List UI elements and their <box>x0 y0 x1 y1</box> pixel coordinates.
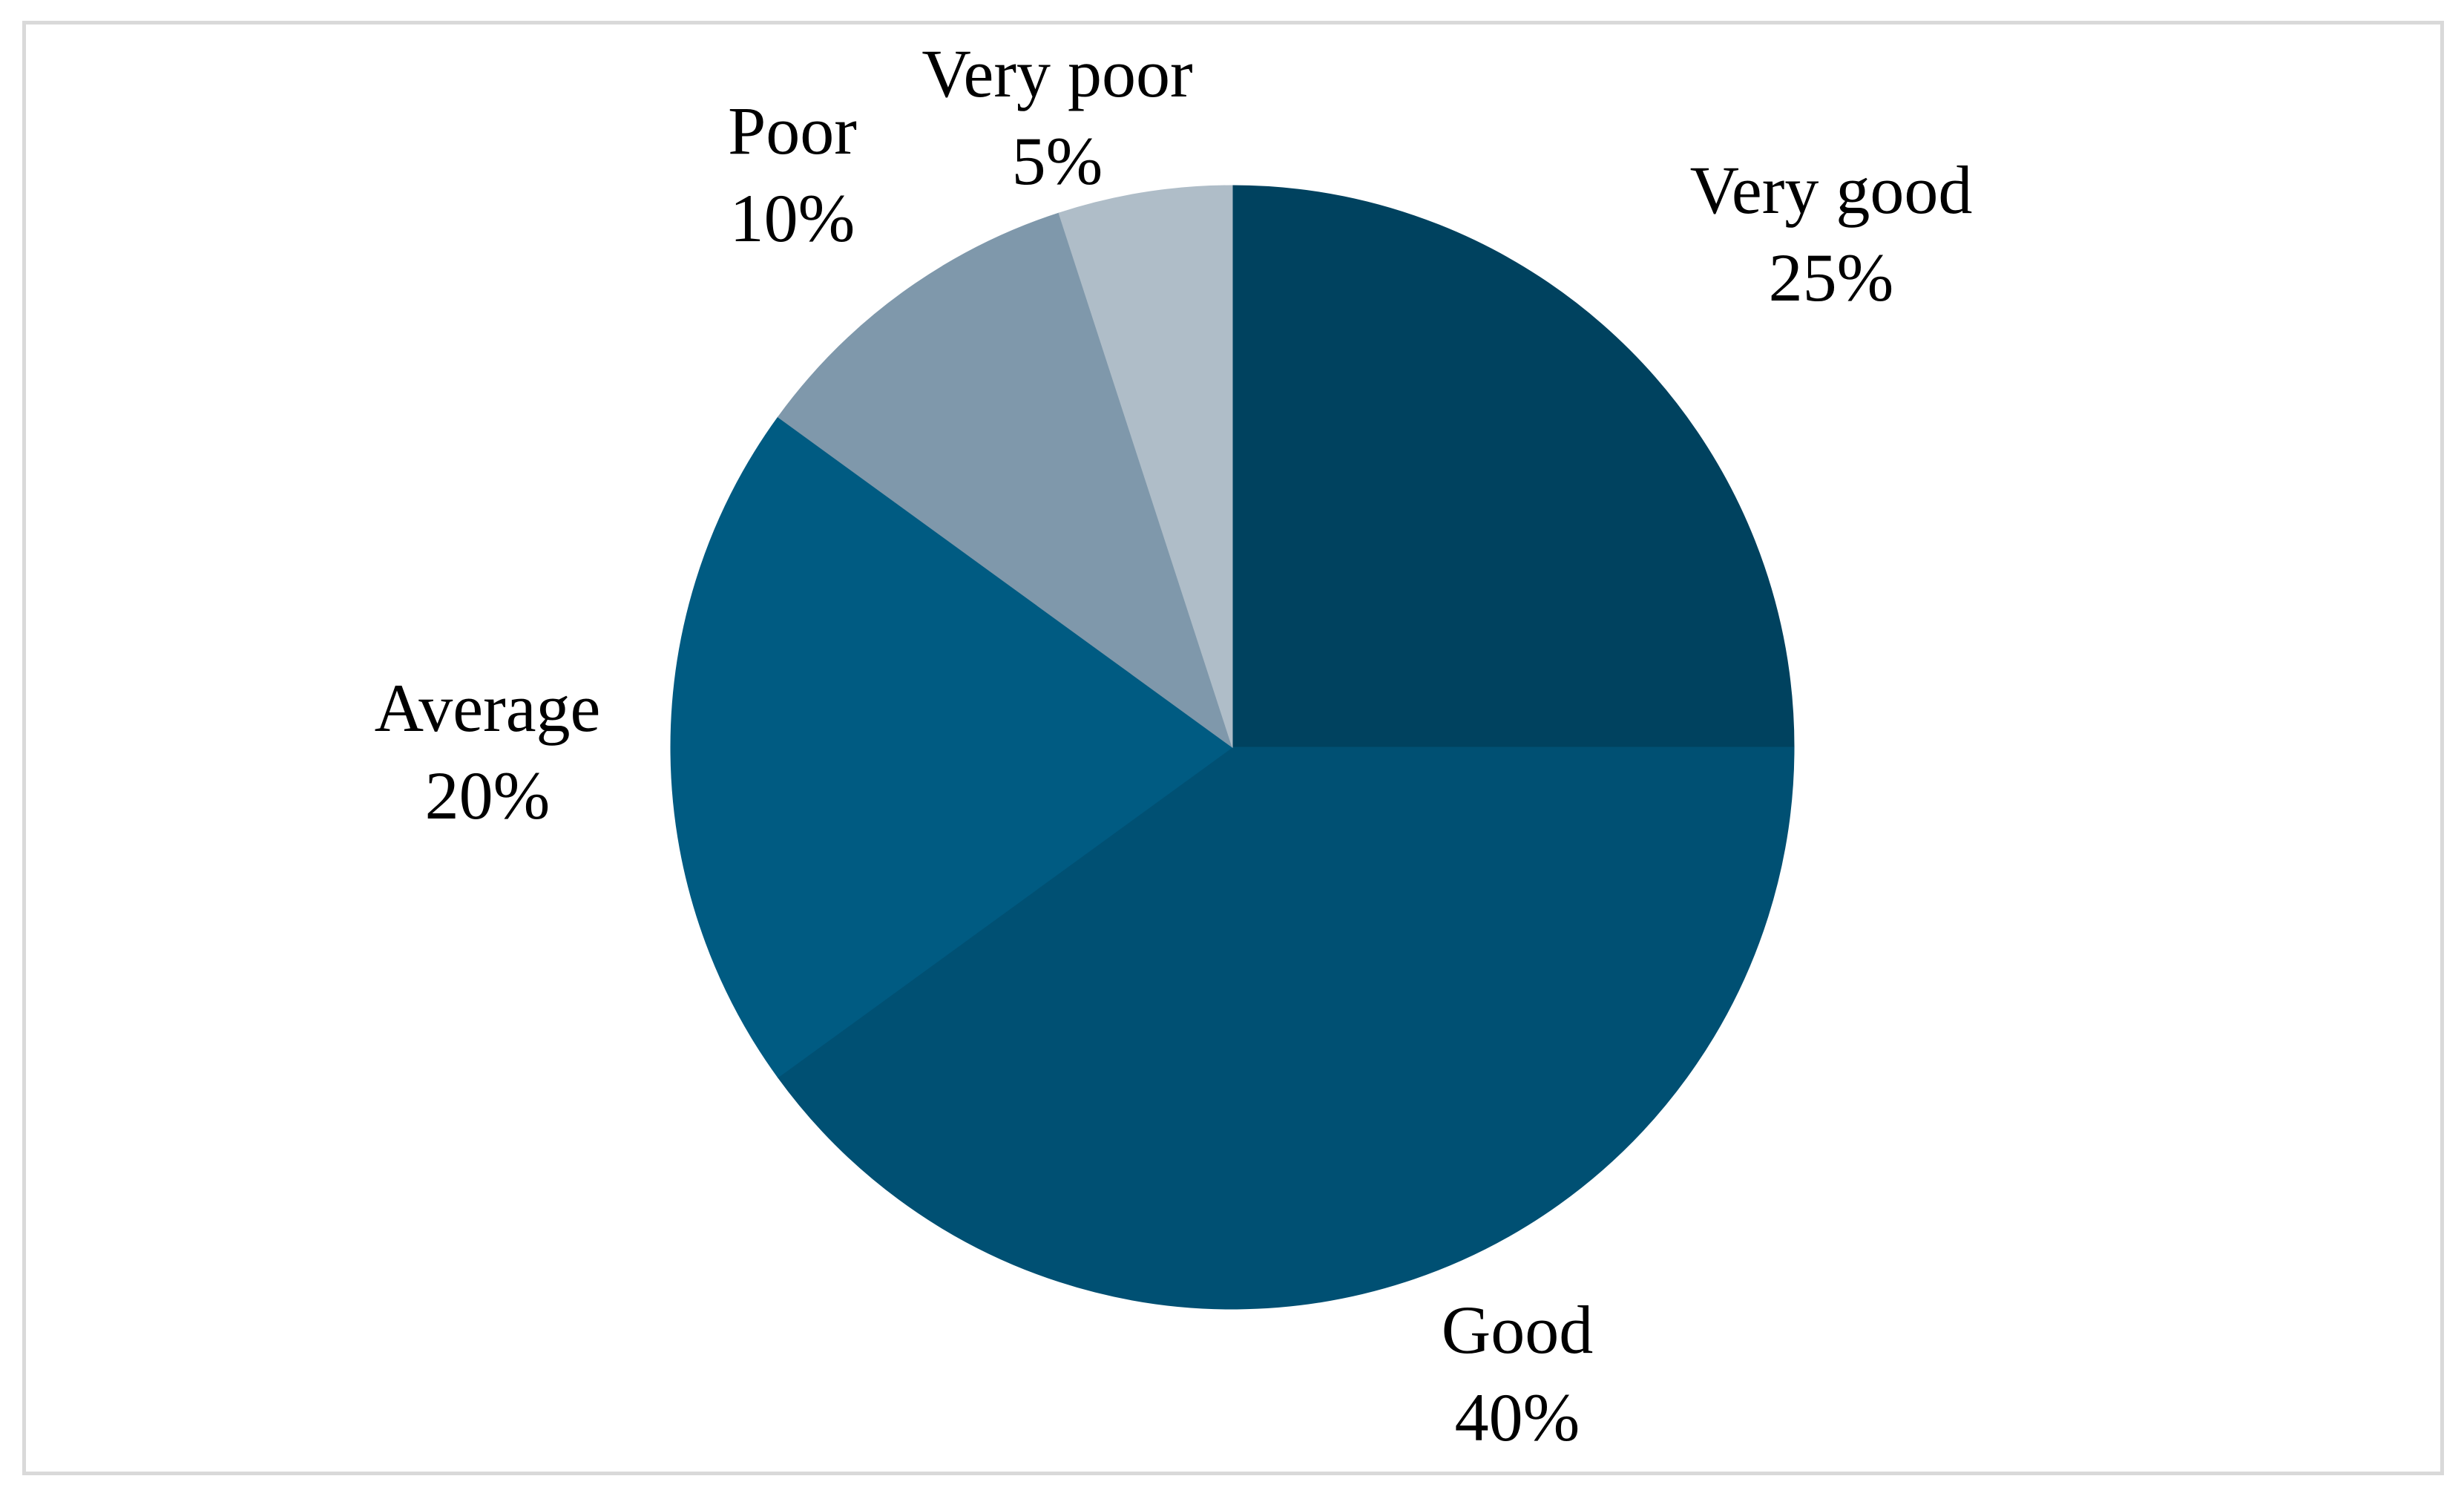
pie-slices <box>670 185 1795 1310</box>
pie-slice-poor <box>777 212 1233 749</box>
pie-slice-very-good <box>1232 185 1795 748</box>
slice-label-very-good: Very good <box>1690 152 1973 228</box>
slice-label-average: Average <box>375 670 601 746</box>
slice-value-average: 20% <box>425 758 551 833</box>
pie-slice-very-poor <box>1058 185 1233 748</box>
slice-value-very-poor: 5% <box>1012 123 1103 199</box>
slice-label-poor: Poor <box>728 93 857 168</box>
pie-slice-average <box>670 416 1233 1078</box>
slice-label-very-poor: Very poor <box>921 36 1192 111</box>
slice-value-good: 40% <box>1455 1380 1580 1455</box>
pie-slice-good <box>777 747 1795 1310</box>
slice-value-very-good: 25% <box>1769 240 1894 315</box>
pie-labels: Very good 25% Good 40% Average 20% Poor 10% Very… <box>375 36 1973 1455</box>
slice-value-poor: 10% <box>730 180 855 256</box>
slice-label-good: Good <box>1442 1292 1593 1368</box>
